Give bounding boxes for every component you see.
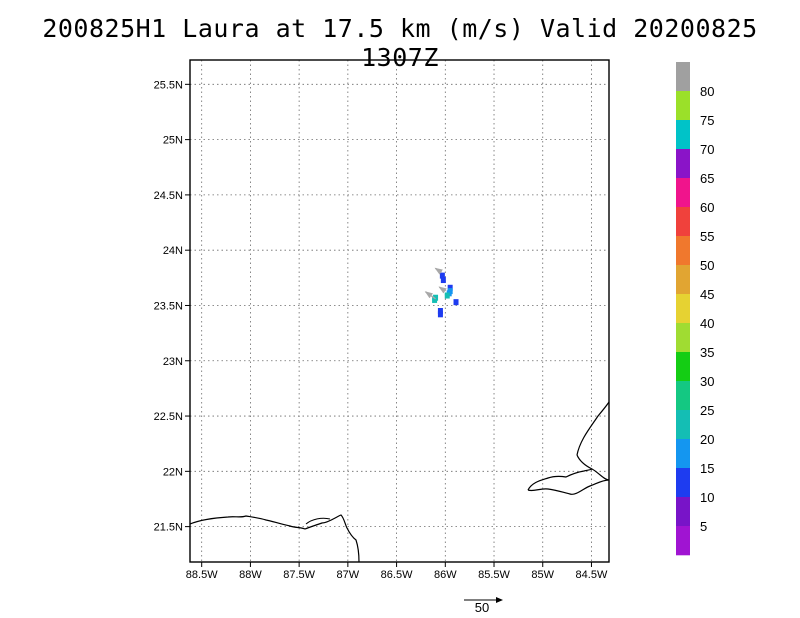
- colorbar-swatch: [676, 236, 690, 266]
- colorbar-swatch: [676, 91, 690, 121]
- colorbar-label: 5: [700, 519, 707, 534]
- lon-tick-label: 88.5W: [186, 569, 218, 581]
- colorbar-swatch: [676, 381, 690, 411]
- wind-observation-cell: [440, 277, 446, 284]
- colorbar-label: 15: [700, 461, 714, 476]
- colorbar-label: 10: [700, 490, 714, 505]
- map-axes: 25.5N 25N 24.5N 24N 23.5N 23N 22.5N 22N 21.5N 88.…: [154, 79, 608, 581]
- colorbar: 80 75 70 65 60 55 50 45 40 35 30 25 20 15 10 5: [676, 62, 714, 556]
- lat-tick-label: 25N: [163, 135, 183, 147]
- colorbar-label: 60: [700, 200, 714, 215]
- wind-observation-cell: [437, 311, 443, 318]
- wind-vector-arrow: [438, 286, 447, 294]
- lat-tick-label: 23.5N: [154, 300, 183, 312]
- map-frame: [189, 59, 610, 563]
- coastline-cuba-west: [527, 468, 609, 491]
- colorbar-swatch: [676, 265, 690, 295]
- lat-tick-label: 21.5N: [154, 522, 183, 534]
- lon-tick-label: 86W: [434, 569, 457, 581]
- lon-tick-label: 88W: [239, 569, 262, 581]
- wind-observations: [432, 272, 459, 318]
- wind-vector-arrow: [424, 291, 436, 300]
- colorbar-label: 45: [700, 287, 714, 302]
- colorbar-swatch: [676, 352, 690, 382]
- wind-vector-arrow: [434, 267, 443, 275]
- colorbar-swatch: [676, 149, 690, 179]
- wind-observation-cell: [437, 308, 443, 314]
- colorbar-label: 65: [700, 171, 714, 186]
- coastline-cuba-south: [527, 479, 609, 495]
- colorbar-swatch: [676, 410, 690, 440]
- map-title: 200825H1 Laura at 17.5 km (m/s) Valid 20…: [42, 14, 758, 72]
- lat-tick-label: 23N: [163, 356, 183, 368]
- lon-tick-label: 85W: [531, 569, 554, 581]
- coastline-yucatan-inlet: [305, 517, 331, 525]
- colorbar-label: 70: [700, 142, 714, 157]
- colorbar-swatch: [676, 323, 690, 353]
- lon-tick-label: 87W: [337, 569, 360, 581]
- lat-tick-label: 24N: [163, 245, 183, 257]
- lat-tick-label: 25.5N: [154, 79, 183, 91]
- colorbar-label: 80: [700, 84, 714, 99]
- colorbar-swatch: [676, 207, 690, 237]
- colorbar-label: 20: [700, 432, 714, 447]
- reference-vector-label: 50: [475, 600, 489, 615]
- colorbar-swatch: [676, 497, 690, 527]
- colorbar-swatch: [676, 526, 690, 556]
- colorbar-swatch: [676, 178, 690, 208]
- wind-observation-cell: [444, 292, 450, 299]
- colorbar-swatch: [676, 468, 690, 498]
- coastline-yucatan: [190, 514, 360, 562]
- colorbar-swatch: [676, 62, 690, 92]
- coastline-cuba-northwest: [576, 454, 593, 470]
- colorbar-swatch: [676, 439, 690, 469]
- colorbar-label: 35: [700, 345, 714, 360]
- wind-vectors: [424, 267, 447, 300]
- wind-observation-cell: [453, 299, 459, 306]
- lon-tick-label: 84.5W: [576, 569, 608, 581]
- colorbar-label: 30: [700, 374, 714, 389]
- reference-vector: 50: [464, 597, 503, 615]
- wind-observation-cell: [432, 296, 438, 303]
- colorbar-label: 55: [700, 229, 714, 244]
- colorbar-label: 40: [700, 316, 714, 331]
- lon-tick-label: 87.5W: [283, 569, 315, 581]
- colorbar-swatch: [676, 120, 690, 150]
- lat-tick-label: 22.5N: [154, 411, 183, 423]
- lat-tick-label: 24.5N: [154, 190, 183, 202]
- lat-lon-grid: [190, 60, 609, 562]
- lat-tick-label: 22N: [163, 466, 183, 478]
- lon-tick-label: 86.5W: [381, 569, 413, 581]
- colorbar-label: 25: [700, 403, 714, 418]
- colorbar-label: 50: [700, 258, 714, 273]
- coastlines: [190, 401, 609, 562]
- wind-observation-cell: [447, 284, 453, 291]
- lon-tick-label: 85.5W: [478, 569, 510, 581]
- wind-observation-cell: [439, 272, 445, 279]
- coastline-cuba-north: [576, 401, 609, 456]
- colorbar-swatch: [676, 294, 690, 324]
- colorbar-label: 75: [700, 113, 714, 128]
